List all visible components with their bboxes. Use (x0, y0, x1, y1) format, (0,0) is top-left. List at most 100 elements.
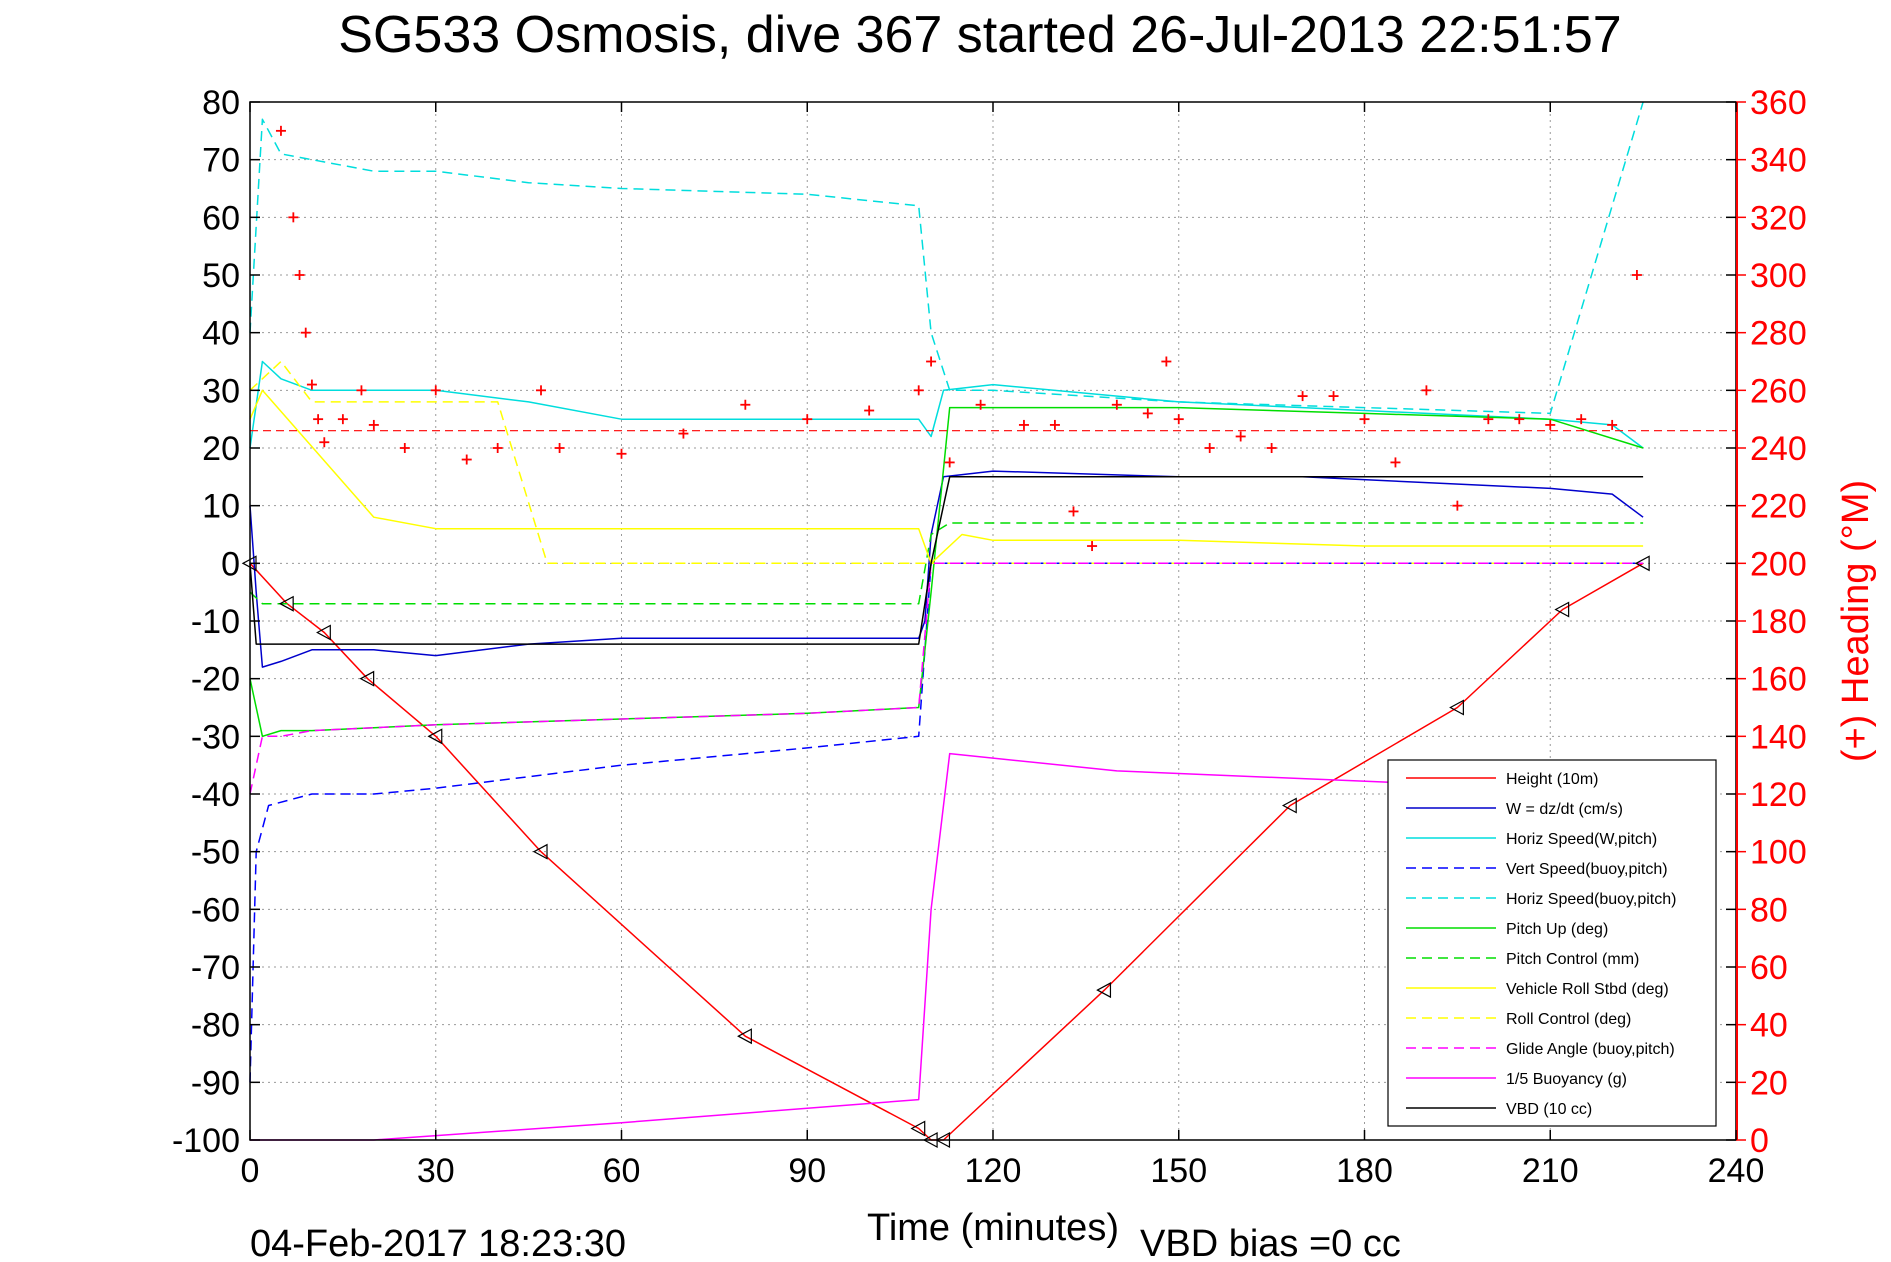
heading-point (864, 405, 875, 416)
y-tick-label: 30 (202, 372, 240, 410)
heading-point (356, 385, 367, 396)
y2-tick-label: 180 (1750, 603, 1807, 641)
legend-label-horiz-speed-buoy-pitch: Horiz Speed(buoy,pitch) (1506, 891, 1676, 908)
y2-tick-label: 20 (1750, 1064, 1788, 1102)
x-tick-label: 60 (603, 1152, 641, 1190)
y-tick-label: 70 (202, 142, 240, 180)
y-tick-label: 50 (202, 257, 240, 295)
heading-point (492, 443, 503, 453)
heading-point (1068, 506, 1079, 517)
legend-label-vert-speed-buoy-pitch: Vert Speed(buoy,pitch) (1506, 861, 1668, 878)
heading-point (1111, 399, 1122, 410)
series-layer (241, 101, 1650, 1149)
height-marker (1281, 797, 1297, 814)
heading-layer (250, 125, 1736, 552)
y2-tick-label: 240 (1750, 430, 1807, 468)
x-tick-label: 90 (788, 1152, 826, 1190)
heading-point (1514, 414, 1525, 425)
heading-point (1161, 356, 1172, 367)
heading-point (1421, 385, 1432, 396)
heading-point (1266, 443, 1277, 453)
legend-label-horiz-speed-w-pitch: Horiz Speed(W,pitch) (1506, 831, 1657, 848)
series-line-vbd-10-cc (249, 476, 1644, 645)
y-tick-label: -90 (191, 1064, 240, 1102)
heading-point (536, 385, 547, 396)
height-marker (910, 1120, 926, 1137)
y2-tick-label: 220 (1750, 488, 1807, 526)
height-marker (278, 595, 294, 612)
height-marker (359, 670, 375, 687)
y2-tick-label: 300 (1750, 257, 1807, 295)
series-line-horiz-speed-w-pitch (249, 360, 1644, 449)
series-line-w-dz-dt-cm-s (249, 470, 1644, 668)
heading-point (461, 454, 472, 465)
y2-tick-label: 160 (1750, 661, 1807, 699)
heading-point (306, 379, 317, 390)
height-marker (1449, 699, 1464, 716)
legend-label-1-5-buoyancy-g: 1/5 Buoyancy (g) (1506, 1071, 1627, 1088)
x-tick-label: 30 (417, 1152, 455, 1190)
y2-tick-label: 0 (1750, 1122, 1769, 1160)
heading-point (1483, 414, 1494, 425)
series-line-vert-speed-buoy-pitch (249, 562, 1644, 1083)
heading-point (1328, 391, 1339, 402)
x-tick-label: 150 (1150, 1152, 1207, 1190)
tick-layer: 80706050403020100-10-20-30-40-50-60-70-8… (172, 84, 1807, 1190)
y-tick-label: -10 (191, 603, 240, 641)
heading-point (294, 270, 305, 280)
heading-point (944, 457, 955, 468)
heading-point (313, 414, 324, 425)
heading-point (1452, 500, 1463, 511)
footer-date: 04-Feb-2017 18:23:30 (250, 1223, 626, 1262)
legend-label-pitch-control-mm: Pitch Control (mm) (1506, 951, 1639, 968)
y2-tick-label: 200 (1750, 545, 1807, 583)
y-tick-label: 40 (202, 315, 240, 353)
height-marker (316, 624, 331, 641)
heading-point (913, 385, 924, 396)
heading-point (1173, 414, 1184, 425)
series-line-pitch-control-mm (249, 522, 1644, 605)
y-tick-label: -70 (191, 949, 240, 987)
y2-tick-label: 120 (1750, 776, 1807, 814)
heading-point (1607, 419, 1618, 430)
legend-label-roll-control-deg: Roll Control (deg) (1506, 1011, 1631, 1028)
heading-point (430, 385, 441, 396)
y2-tick-label: 280 (1750, 315, 1807, 353)
heading-point (1018, 419, 1029, 430)
legend-box (1387, 759, 1717, 1127)
heading-point (399, 443, 410, 453)
heading-point (926, 356, 937, 367)
y-tick-label: -30 (191, 718, 240, 756)
y-tick-label: 10 (202, 488, 240, 526)
legend-label-glide-angle-buoy-pitch: Glide Angle (buoy,pitch) (1506, 1041, 1675, 1058)
series-line-pitch-up-deg (249, 406, 1644, 738)
x-tick-label: 210 (1522, 1152, 1579, 1190)
heading-point (1204, 443, 1215, 453)
heading-point (288, 212, 299, 223)
heading-point (300, 327, 311, 338)
heading-point (1631, 270, 1642, 280)
legend-label-vehicle-roll-stbd-deg: Vehicle Roll Stbd (deg) (1506, 981, 1669, 998)
heading-point (802, 414, 813, 425)
y-tick-label: 0 (221, 545, 240, 583)
heading-point (975, 399, 986, 410)
y2-tick-label: 340 (1750, 142, 1807, 180)
legend-label-vbd-10-cc: VBD (10 cc) (1506, 1101, 1592, 1118)
heading-point (1545, 419, 1556, 430)
series-line-horiz-speed-buoy-pitch (249, 101, 1644, 415)
height-marker (1554, 601, 1570, 618)
legend-label-height-10m: Height (10m) (1506, 771, 1598, 788)
y-tick-label: -20 (191, 661, 240, 699)
height-marker (1634, 555, 1650, 572)
x-tick-label: 120 (965, 1152, 1022, 1190)
heading-point (1359, 414, 1370, 425)
heading-point (1235, 431, 1246, 442)
series-line-roll-control-deg (249, 360, 1644, 565)
y-tick-label: 20 (202, 430, 240, 468)
y2-tick-label: 100 (1750, 834, 1807, 872)
y2-tick-label: 40 (1750, 1007, 1788, 1045)
y-tick-label: -50 (191, 834, 240, 872)
series-line-1-5-buoyancy-g (250, 752, 1396, 1141)
series-line-height-10m (249, 562, 1644, 1141)
